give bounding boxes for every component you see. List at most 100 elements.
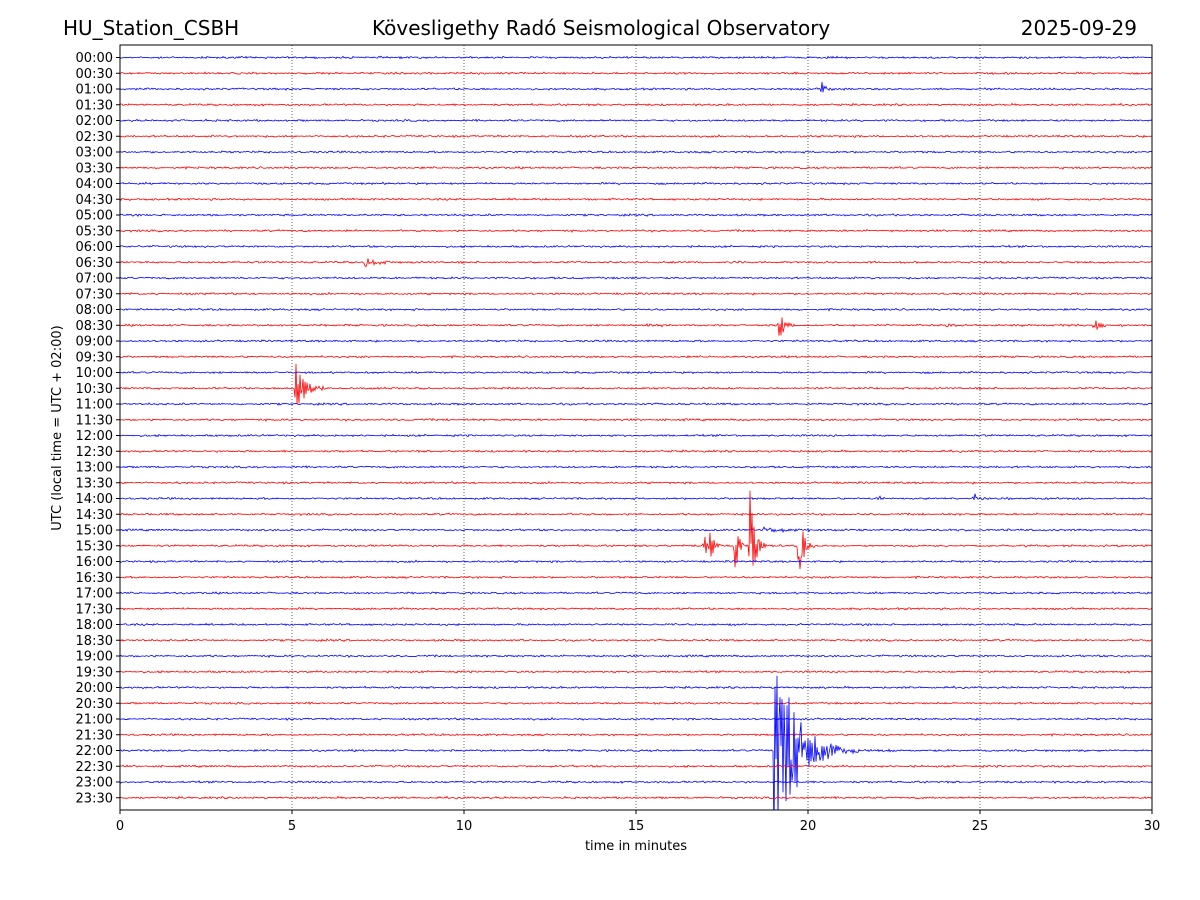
y-tick-label-0000: 00:00: [76, 51, 113, 66]
trace-0130: [120, 102, 1152, 107]
trace-2230: [120, 764, 1152, 769]
trace-0930: [120, 355, 1152, 359]
trace-0830: [120, 317, 1152, 336]
trace-1200: [120, 433, 1152, 438]
trace-1430: [120, 512, 1152, 517]
y-tick-label-2130: 21:30: [76, 728, 113, 743]
x-tick-label-0: 0: [116, 819, 124, 834]
y-tick-label-2330: 23:30: [76, 791, 113, 806]
trace-0030: [120, 71, 1152, 76]
trace-0000: [120, 55, 1152, 60]
y-axis-label: UTC (local time = UTC + 02:00): [50, 325, 65, 530]
y-tick-label-0130: 01:30: [76, 98, 113, 113]
y-tick-label-1030: 10:30: [76, 382, 113, 397]
y-tick-label-0300: 03:00: [76, 146, 113, 161]
station-name: HU_Station_CSBH: [63, 16, 240, 40]
trace-2130: [120, 732, 1152, 737]
trace-0500: [120, 213, 1152, 217]
trace-0230: [120, 134, 1152, 139]
x-axis-label: time in minutes: [585, 839, 687, 854]
trace-1300: [120, 465, 1152, 469]
y-tick-label-0900: 09:00: [76, 335, 113, 350]
trace-2330: [120, 795, 1152, 800]
y-tick-label-1900: 19:00: [76, 650, 113, 665]
x-axis-ticks: 0 5 10 15 20 25 30: [116, 810, 1160, 834]
trace-1030: [120, 363, 1152, 404]
y-tick-label-0930: 09:30: [76, 350, 113, 365]
trace-1330: [120, 480, 1152, 485]
y-tick-label-1400: 14:00: [76, 492, 113, 507]
trace-0200: [120, 118, 1152, 123]
y-tick-label-1700: 17:00: [76, 587, 113, 602]
y-tick-label-0030: 00:30: [76, 67, 113, 82]
trace-0800: [120, 307, 1152, 312]
y-tick-label-0830: 08:30: [76, 319, 113, 334]
trace-1000: [120, 370, 1152, 375]
x-tick-label-30: 30: [1144, 819, 1161, 834]
y-tick-label-1600: 16:00: [76, 555, 113, 570]
y-tick-label-1330: 13:30: [76, 476, 113, 491]
y-tick-label-2000: 20:00: [76, 681, 113, 696]
trace-1600: [120, 559, 1152, 564]
y-tick-label-1500: 15:00: [76, 524, 113, 539]
trace-2200: [120, 675, 1152, 810]
x-tick-label-25: 25: [972, 819, 989, 834]
trace-0300: [120, 150, 1152, 154]
trace-1630: [120, 575, 1152, 580]
trace-0630: [120, 258, 1152, 268]
trace-1400: [120, 493, 1152, 501]
y-tick-label-1830: 18:30: [76, 634, 113, 649]
y-tick-label-2030: 20:30: [76, 697, 113, 712]
y-tick-label-0600: 06:00: [76, 240, 113, 255]
y-tick-label-1630: 16:30: [76, 571, 113, 586]
trace-1700: [120, 591, 1152, 595]
y-tick-label-0400: 04:00: [76, 177, 113, 192]
y-tick-label-1200: 12:00: [76, 429, 113, 444]
y-tick-label-0530: 05:30: [76, 224, 113, 239]
x-tick-label-5: 5: [288, 819, 296, 834]
trace-layer: [120, 55, 1152, 810]
trace-1800: [120, 622, 1152, 627]
y-tick-label-0430: 04:30: [76, 193, 113, 208]
trace-1130: [120, 417, 1152, 422]
trace-0900: [120, 339, 1152, 343]
y-tick-label-2200: 22:00: [76, 744, 113, 759]
trace-0100: [120, 81, 1152, 93]
y-tick-label-1930: 19:30: [76, 665, 113, 680]
y-tick-label-2100: 21:00: [76, 713, 113, 728]
trace-1900: [120, 654, 1152, 659]
y-tick-label-2300: 23:00: [76, 776, 113, 791]
trace-2100: [120, 717, 1152, 721]
y-tick-label-1000: 10:00: [76, 366, 113, 381]
trace-1530: [120, 490, 1152, 569]
trace-0730: [120, 291, 1152, 296]
y-tick-label-1430: 14:30: [76, 508, 113, 523]
grid-lines: [291, 45, 981, 810]
y-tick-label-0630: 06:30: [76, 256, 113, 271]
trace-0530: [120, 228, 1152, 233]
y-tick-label-0500: 05:00: [76, 209, 113, 224]
trace-1930: [120, 669, 1152, 674]
y-tick-label-1230: 12:30: [76, 445, 113, 460]
trace-1830: [120, 638, 1152, 643]
x-tick-label-15: 15: [628, 819, 645, 834]
y-tick-label-0800: 08:00: [76, 303, 113, 318]
y-tick-label-1800: 18:00: [76, 618, 113, 633]
trace-0700: [120, 276, 1152, 280]
y-tick-label-1530: 15:30: [76, 539, 113, 554]
trace-1500: [120, 526, 1152, 534]
trace-1230: [120, 449, 1152, 454]
y-tick-label-0700: 07:00: [76, 272, 113, 287]
trace-2030: [120, 701, 1152, 705]
y-tick-label-1100: 11:00: [76, 398, 113, 413]
trace-2000: [120, 685, 1152, 690]
y-tick-label-0200: 02:00: [76, 114, 113, 129]
trace-2300: [120, 780, 1152, 784]
observatory-title: Kövesligethy Radó Seismological Observat…: [372, 16, 831, 40]
y-tick-label-2230: 22:30: [76, 760, 113, 775]
x-tick-label-10: 10: [456, 819, 473, 834]
record-date: 2025-09-29: [1020, 16, 1137, 40]
y-tick-label-0730: 07:30: [76, 287, 113, 302]
y-axis-ticks: 00:0000:3001:0001:3002:0002:3003:0003:30…: [76, 51, 120, 806]
